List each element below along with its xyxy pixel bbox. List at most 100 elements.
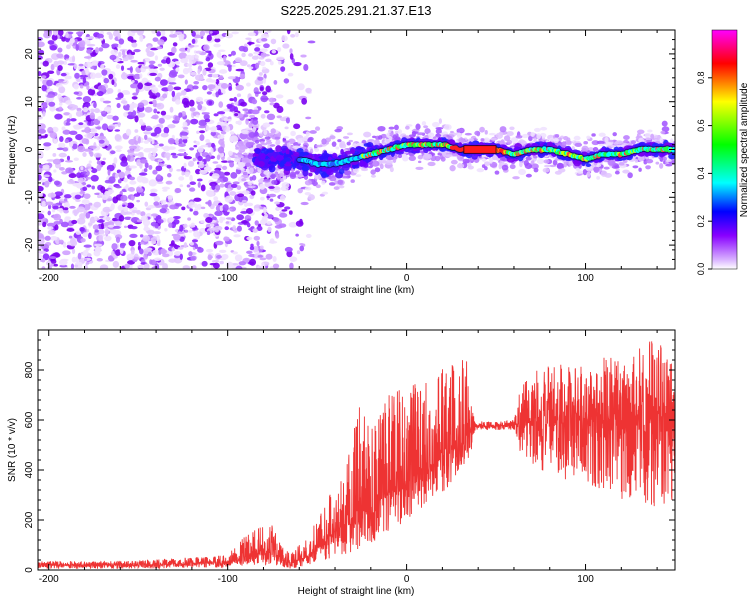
spectrogram-noise-blob — [131, 80, 135, 83]
spectrogram-noise-blob — [38, 174, 42, 181]
spectrogram-halo-blob — [351, 143, 358, 147]
spectrogram-noise-blob — [83, 244, 92, 248]
spectrogram-noise-blob — [144, 126, 153, 131]
spectrogram-noise-blob — [136, 175, 144, 183]
spectrogram-noise-blob — [161, 87, 170, 92]
spectrogram-halo-blob — [655, 161, 660, 165]
spectrogram-noise-blob — [126, 202, 135, 209]
spectrogram-noise-blob — [143, 168, 148, 173]
spectrogram-noise-blob — [260, 113, 266, 119]
spectrogram-noise-blob — [79, 190, 86, 195]
spectrogram-noise-blob — [205, 201, 212, 205]
spectrogram-noise-blob — [274, 201, 280, 205]
spectrogram-noise-blob — [167, 124, 176, 129]
spectrogram-halo-blob — [592, 147, 599, 152]
spectrogram-band-blob — [254, 148, 261, 154]
spectrogram-noise-blob — [250, 190, 256, 196]
spectrogram-noise-blob — [114, 249, 121, 256]
spectrogram-noise-blob — [120, 97, 126, 101]
spectrogram-noise-blob — [180, 58, 189, 64]
spectrogram-noise-blob — [209, 30, 213, 34]
spectrogram-noise-blob — [122, 57, 129, 62]
spectrogram-noise-blob — [160, 248, 166, 255]
spectrogram-noise-blob — [73, 63, 78, 70]
spectrogram-noise-blob — [217, 146, 225, 154]
spectrogram-halo-blob — [603, 166, 610, 170]
spectrogram-halo-blob — [247, 153, 255, 160]
spectrogram-noise-blob — [245, 37, 252, 40]
spectrogram-noise-blob — [175, 203, 182, 207]
spectrogram-noise-blob — [207, 84, 216, 90]
spectrogram-noise-blob — [107, 125, 115, 130]
spectrogram-noise-blob — [156, 181, 164, 185]
spectrogram-noise-blob — [38, 55, 43, 61]
spectrogram-noise-blob — [79, 213, 86, 220]
spectrogram-noise-blob — [234, 57, 242, 63]
spectrogram-noise-blob — [76, 107, 82, 112]
spectrogram-noise-blob — [249, 258, 257, 266]
spectrogram-noise-blob — [289, 48, 293, 54]
spectrogram-halo-blob — [660, 130, 666, 134]
spectrogram-noise-blob — [110, 49, 119, 56]
spectrogram-halo-blob — [577, 170, 584, 174]
spectrogram-halo-blob — [423, 125, 429, 129]
spectrogram-noise-blob — [190, 255, 197, 261]
spectrogram-noise-blob — [156, 111, 160, 114]
spectrogram-noise-blob — [38, 168, 43, 175]
spectrogram-noise-blob — [118, 214, 125, 222]
spectrogram-noise-blob — [212, 161, 219, 164]
spectrogram-noise-blob — [275, 94, 284, 99]
spectrogram-halo-blob — [252, 119, 259, 125]
spectrogram-noise-blob — [240, 101, 247, 107]
spectrogram-halo-blob — [574, 142, 583, 147]
spectrogram-halo-blob — [305, 131, 310, 137]
spectrogram-noise-blob — [86, 184, 92, 188]
spectrogram-noise-blob — [211, 183, 216, 191]
spectrogram-noise-blob — [290, 33, 296, 38]
spectrogram-noise-blob — [195, 96, 204, 103]
spectrogram-halo-blob — [581, 145, 589, 152]
spectrogram-noise-blob — [58, 239, 64, 244]
spectrogram-halo-blob — [638, 137, 644, 143]
spectrogram-noise-blob — [130, 30, 139, 33]
spectrogram-noise-blob — [286, 98, 294, 105]
spectrogram-band-blob — [287, 165, 292, 171]
spectrogram-noise-blob — [223, 108, 231, 112]
spectrogram-noise-blob — [53, 213, 62, 221]
spectrogram-noise-blob — [182, 121, 188, 127]
spectrogram-noise-blob — [38, 41, 45, 48]
spectrogram-noise-blob — [137, 102, 145, 108]
spectrogram-noise-blob — [205, 216, 213, 223]
spectrogram-noise-blob — [62, 241, 67, 248]
spectrogram-halo-blob — [434, 155, 441, 162]
spectrogram-halo-blob — [388, 126, 395, 130]
spectrogram-noise-blob — [117, 179, 122, 184]
spectrogram-noise-blob — [288, 210, 293, 215]
spectrogram-noise-blob — [270, 128, 276, 134]
spectrogram-noise-blob — [128, 145, 137, 150]
spectrogram-noise-blob — [139, 118, 144, 126]
spectrogram-halo-blob — [604, 136, 609, 143]
spectrogram-noise-blob — [65, 100, 73, 105]
spectrogram-noise-blob — [129, 180, 137, 185]
spectrogram-noise-blob — [83, 174, 88, 178]
spectrogram-noise-blob — [108, 33, 114, 40]
spectrogram-noise-blob — [248, 53, 253, 57]
spectrogram-noise-blob — [104, 235, 112, 242]
spectrogram-noise-blob — [117, 121, 121, 128]
spectrogram-noise-blob — [163, 126, 170, 134]
spectrogram-noise-blob — [168, 222, 173, 228]
spectrogram-noise-blob — [268, 97, 276, 103]
spectrogram-noise-blob — [127, 187, 135, 192]
spectrogram-halo-blob — [612, 132, 617, 137]
spectrogram-noise-blob — [77, 252, 82, 260]
spectrogram-noise-blob — [179, 236, 185, 242]
spectrogram-halo-blob — [458, 137, 465, 144]
spectrogram-noise-blob — [136, 159, 142, 167]
spectrogram-noise-blob — [100, 222, 105, 230]
spectrogram-halo-blob — [553, 137, 559, 144]
spectrogram-noise-blob — [174, 60, 181, 65]
spectrogram-noise-blob — [93, 101, 97, 109]
spectrogram-noise-blob — [275, 233, 280, 239]
spectrogram-noise-blob — [183, 223, 188, 228]
